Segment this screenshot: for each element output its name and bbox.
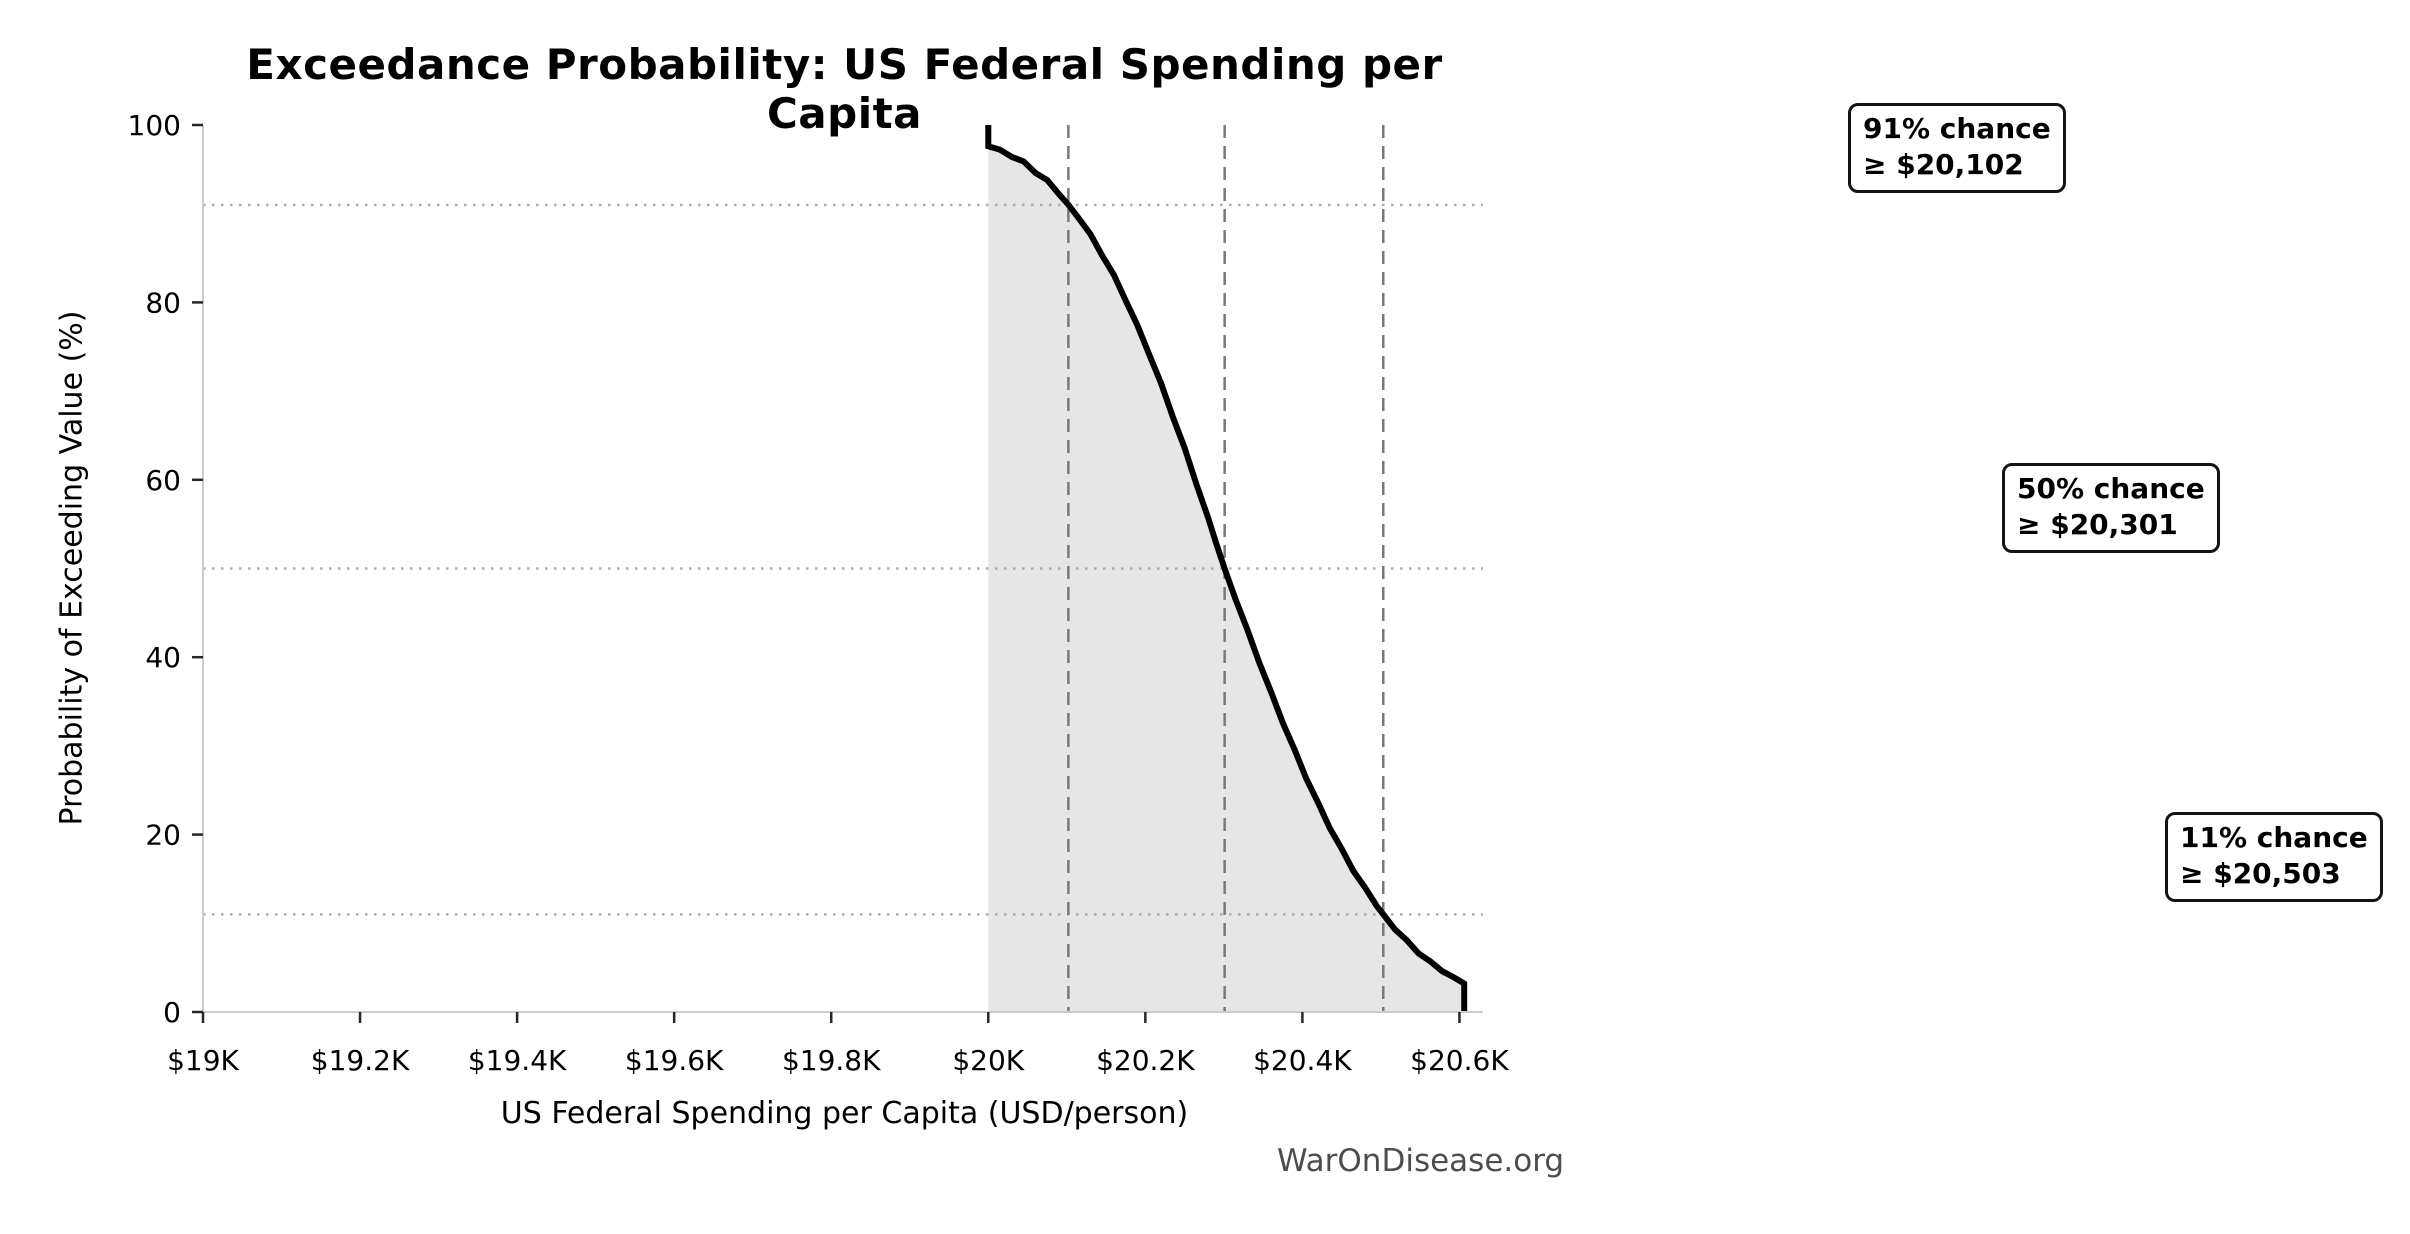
x-tick-label: $20K (952, 1044, 1024, 1077)
chart-title: Exceedance Probability: US Federal Spend… (246, 40, 1443, 138)
y-tick-label: 60 (145, 464, 181, 497)
x-tick-label: $19.8K (782, 1044, 881, 1077)
annotation-chance-text: 91% chance (1863, 112, 2051, 145)
annotation-box-11pct: 11% chance ≥ $20,503 (2165, 812, 2383, 902)
y-axis-label: Probability of Exceeding Value (%) (54, 310, 90, 826)
x-tick-label: $19K (167, 1044, 239, 1077)
annotation-chance-text: 50% chance (2017, 472, 2205, 505)
y-tick-label: 40 (145, 641, 181, 674)
exceedance-curve (985, 125, 1468, 1012)
x-tick-label: $20.6K (1410, 1044, 1509, 1077)
watermark-text: WarOnDisease.org (1277, 1143, 1565, 1179)
y-tick-label: 20 (145, 819, 181, 852)
x-axis-label: US Federal Spending per Capita (USD/pers… (500, 1096, 1189, 1131)
y-tick-label: 80 (145, 286, 181, 319)
x-tick-label: $19.2K (311, 1044, 410, 1077)
y-tick-label: 0 (163, 996, 181, 1029)
y-tick-label: 100 (128, 109, 181, 142)
x-tick-label: $19.4K (468, 1044, 567, 1077)
annotation-box-50pct: 50% chance ≥ $20,301 (2002, 463, 2220, 553)
x-tick-label: $19.6K (625, 1044, 724, 1077)
x-tick-label: $20.2K (1096, 1044, 1195, 1077)
annotation-value-text: ≥ $20,301 (2017, 507, 2178, 541)
curve-fill-area (988, 125, 1465, 1012)
annotation-chance-text: 11% chance (2180, 821, 2368, 854)
annotation-value-text: ≥ $20,503 (2180, 856, 2341, 890)
annotation-box-91pct: 91% chance ≥ $20,102 (1848, 103, 2066, 193)
x-tick-label: $20.4K (1253, 1044, 1352, 1077)
annotation-value-text: ≥ $20,102 (1863, 147, 2024, 181)
